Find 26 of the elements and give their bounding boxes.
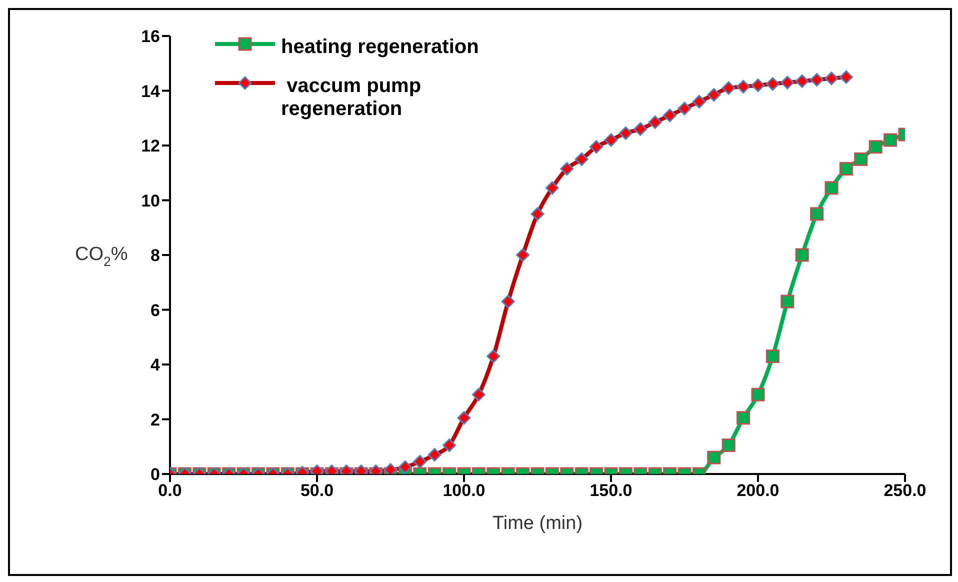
x-tick-label: 250.0: [884, 481, 926, 500]
point: [868, 140, 882, 154]
x-tick-label: 0.0: [158, 481, 182, 500]
point: [824, 181, 838, 195]
point: [854, 152, 868, 166]
x-tick-label: 100.0: [442, 481, 486, 500]
x-axis-title: Time (min): [492, 513, 583, 534]
y-tick-label: 6: [150, 300, 160, 320]
x-tick-label: 50.0: [300, 481, 334, 500]
point: [839, 162, 853, 176]
y-tick-label: 10: [141, 191, 160, 210]
legend-label: vaccum pump regeneration: [281, 75, 422, 121]
y-tick-label: 4: [150, 356, 161, 375]
legend-label: heating regeneration: [281, 36, 480, 59]
y-axis-title: CO$_{2}$%: [75, 244, 128, 270]
y-tick-label: 8: [150, 246, 160, 266]
y-tick-label: 12: [141, 136, 160, 156]
y-tick-label: 2: [150, 410, 160, 430]
y-tick-label: 16: [141, 27, 160, 46]
y-tick-label: 14: [141, 82, 161, 101]
x-tick-label: 150.0: [590, 481, 632, 500]
x-tick-label: 200.0: [736, 481, 780, 500]
point: [810, 207, 824, 221]
point: [795, 248, 809, 262]
point: [884, 133, 898, 147]
y-tick-label: 0: [150, 465, 160, 484]
